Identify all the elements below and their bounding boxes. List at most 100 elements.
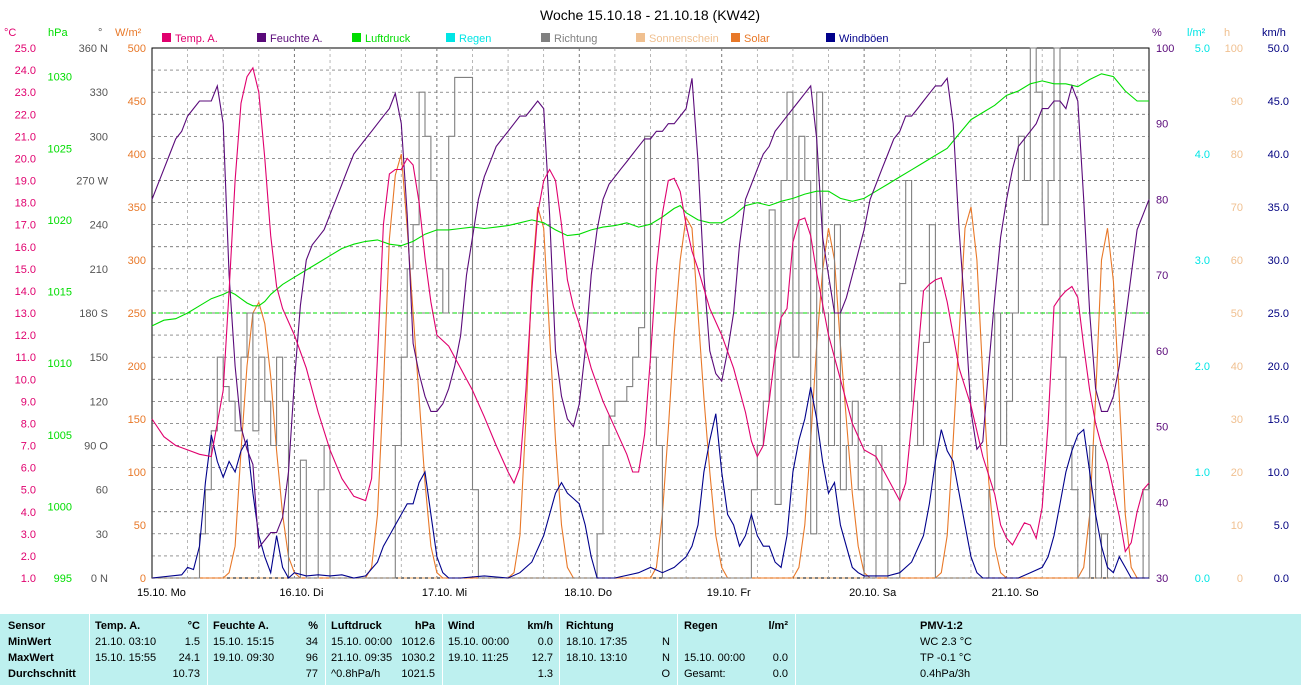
- sun-axis-tick: 10: [1231, 520, 1243, 532]
- solar-axis-tick: 0: [140, 573, 146, 585]
- hum-max-value: 96: [305, 652, 318, 664]
- divider: [89, 614, 90, 685]
- dir-min-value: N: [662, 636, 670, 648]
- temp-axis-tick: 1.0: [21, 573, 36, 585]
- temp-axis-tick: 5.0: [21, 485, 36, 497]
- header-rain-unit: l/m²: [768, 620, 788, 632]
- dir-axis-tick: 0 N: [91, 573, 108, 585]
- pres-axis-tick: 1015: [48, 287, 72, 299]
- wind-unit-label: km/h: [1262, 27, 1286, 39]
- hum-axis-tick: 70: [1156, 270, 1168, 282]
- legend-rain-label: Regen: [459, 33, 491, 45]
- header-temp-unit: °C: [187, 620, 200, 632]
- pres-max-value: 1030.2: [401, 652, 435, 664]
- row-label-min: MinWert: [8, 636, 52, 648]
- temp-axis-tick: 15.0: [15, 264, 36, 276]
- day-label: 16.10. Di: [279, 587, 323, 599]
- wind-max-time: 19.10. 11:25: [448, 652, 509, 664]
- rain-axis-tick: 5.0: [1195, 43, 1210, 55]
- legend-temp-label: Temp. A.: [175, 33, 218, 45]
- temp-max-time: 15.10. 15:55: [95, 652, 157, 664]
- wind-axis-tick: 0.0: [1274, 573, 1289, 585]
- sun-axis-tick: 90: [1231, 96, 1243, 108]
- day-label: 15.10. Mo: [137, 587, 186, 599]
- legend-temp-swatch: [162, 33, 171, 42]
- legend-dir-label: Richtung: [554, 33, 597, 45]
- dir-axis-tick: 270 W: [76, 176, 108, 188]
- dir-min-time: 18.10. 17:35: [566, 636, 628, 648]
- temp-axis-tick: 12.0: [15, 330, 36, 342]
- dir-axis-tick: 210: [90, 264, 108, 276]
- sun-axis-tick: 70: [1231, 202, 1243, 214]
- sun-unit-label: h: [1224, 27, 1230, 39]
- dir-axis-tick: 300: [90, 131, 108, 143]
- wind-axis-tick: 5.0: [1274, 520, 1289, 532]
- sun-axis-tick: 60: [1231, 255, 1243, 267]
- dir-axis-tick: 360 N: [79, 43, 108, 55]
- wind-axis-tick: 25.0: [1268, 308, 1289, 320]
- legend-solar-label: Solar: [744, 33, 770, 45]
- pres-avg-value: 1021.5: [401, 668, 435, 680]
- pres-axis-tick: 1000: [48, 501, 72, 513]
- sun-axis-tick: 20: [1231, 467, 1243, 479]
- wind-axis-tick: 15.0: [1268, 414, 1289, 426]
- temp-axis-tick: 6.0: [21, 463, 36, 475]
- divider: [677, 614, 678, 685]
- row-label-max: MaxWert: [8, 652, 54, 664]
- rain-total-value: 0.0: [772, 668, 788, 680]
- pres-axis-tick: 1010: [48, 358, 72, 370]
- temp-axis-tick: 18.0: [15, 198, 36, 210]
- sun-axis-tick: 40: [1231, 361, 1243, 373]
- rain-axis-tick: 3.0: [1195, 255, 1210, 267]
- pres-axis-tick: 995: [54, 573, 72, 585]
- legend-pres-label: Luftdruck: [365, 33, 411, 45]
- temp-max-value: 24.1: [178, 652, 200, 664]
- divider: [559, 614, 560, 685]
- wind-axis-tick: 40.0: [1268, 149, 1289, 161]
- temp-axis-tick: 10.0: [15, 374, 36, 386]
- dir-unit-label: °: [98, 27, 102, 39]
- header-sensor: Sensor: [8, 620, 46, 632]
- dir-max-time: 18.10. 13:10: [566, 652, 628, 664]
- header-temp: Temp. A.: [95, 620, 141, 632]
- header-hum-unit: %: [308, 620, 318, 632]
- hum-axis-tick: 40: [1156, 497, 1168, 509]
- rain-axis-tick: 1.0: [1195, 467, 1210, 479]
- temp-axis-tick: 14.0: [15, 286, 36, 298]
- temp-axis-tick: 8.0: [21, 418, 36, 430]
- rain-axis-tick: 4.0: [1195, 149, 1210, 161]
- temp-min-value: 1.5: [184, 636, 200, 648]
- wind-axis-tick: 45.0: [1268, 96, 1289, 108]
- hum-min-time: 15.10. 15:15: [213, 636, 275, 648]
- pres-axis-tick: 1020: [48, 215, 72, 227]
- rain-total-label: Gesamt:: [684, 668, 726, 680]
- dir-axis-tick: 240: [90, 220, 108, 232]
- divider: [442, 614, 443, 685]
- statistics-table: Sensor Temp. A. °C Feuchte A. % Luftdruc…: [0, 614, 1301, 685]
- legend-hum-label: Feuchte A.: [270, 33, 323, 45]
- hum-max-time: 19.10. 09:30: [213, 652, 275, 664]
- temp-avg-value: 10.73: [172, 668, 200, 680]
- hum-axis-tick: 100: [1156, 43, 1174, 55]
- wind-axis-tick: 20.0: [1268, 361, 1289, 373]
- legend-dir-swatch: [541, 33, 550, 42]
- legend: Temp. A. Feuchte A. Luftdruck Regen Rich…: [162, 33, 889, 45]
- divider: [325, 614, 326, 685]
- wind-axis-tick: 50.0: [1268, 43, 1289, 55]
- temp-axis-tick: 23.0: [15, 87, 36, 99]
- series-lines: [151, 47, 1150, 579]
- solar-axis-tick: 450: [128, 96, 146, 108]
- series-windböen: [151, 387, 1149, 579]
- sun-axis-tick: 30: [1231, 414, 1243, 426]
- rain-max-value: 0.0: [772, 652, 788, 664]
- pres-min-value: 1012.6: [401, 636, 435, 648]
- solar-axis-tick: 300: [128, 255, 146, 267]
- divider: [795, 614, 796, 685]
- pres-axis-tick: 1030: [48, 72, 72, 84]
- dir-axis-tick: 180 S: [79, 308, 108, 320]
- dir-axis-tick: 60: [96, 485, 108, 497]
- solar-axis-tick: 200: [128, 361, 146, 373]
- temp-axis-tick: 13.0: [15, 308, 36, 320]
- temp-axis-tick: 2.0: [21, 551, 36, 563]
- hum-axis-tick: 90: [1156, 119, 1168, 131]
